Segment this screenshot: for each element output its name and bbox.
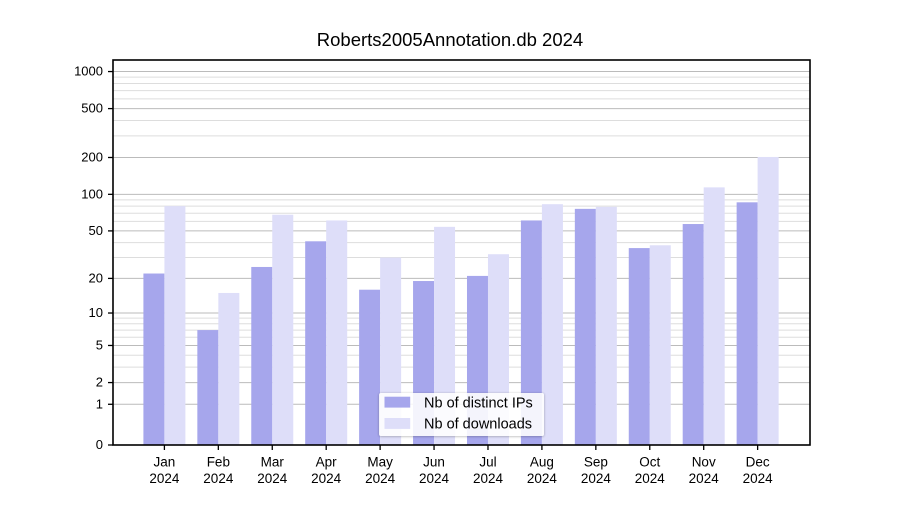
svg-text:Oct: Oct — [639, 455, 660, 470]
svg-text:200: 200 — [81, 149, 103, 164]
svg-text:Mar: Mar — [261, 455, 285, 470]
svg-text:Jul: Jul — [479, 455, 496, 470]
svg-text:2024: 2024 — [149, 471, 180, 486]
svg-text:2024: 2024 — [365, 471, 396, 486]
svg-text:Nov: Nov — [692, 455, 716, 470]
svg-text:500: 500 — [81, 101, 103, 116]
svg-text:0: 0 — [96, 437, 103, 452]
svg-text:100: 100 — [81, 186, 103, 201]
svg-text:Aug: Aug — [530, 455, 554, 470]
svg-text:Dec: Dec — [746, 455, 770, 470]
svg-text:10: 10 — [89, 305, 103, 320]
svg-text:Jun: Jun — [423, 455, 445, 470]
svg-text:May: May — [367, 455, 393, 470]
svg-text:Feb: Feb — [207, 455, 230, 470]
svg-text:2024: 2024 — [473, 471, 504, 486]
svg-text:2024: 2024 — [527, 471, 558, 486]
svg-text:2024: 2024 — [581, 471, 612, 486]
svg-text:2024: 2024 — [635, 471, 666, 486]
svg-text:Nb of distinct IPs: Nb of distinct IPs — [424, 396, 533, 412]
svg-text:50: 50 — [89, 223, 103, 238]
svg-text:Apr: Apr — [316, 455, 338, 470]
svg-text:Sep: Sep — [584, 455, 608, 470]
svg-text:Jan: Jan — [154, 455, 176, 470]
svg-text:2024: 2024 — [203, 471, 234, 486]
svg-text:2024: 2024 — [257, 471, 288, 486]
svg-text:2024: 2024 — [419, 471, 450, 486]
svg-text:5: 5 — [96, 337, 103, 352]
svg-text:2024: 2024 — [689, 471, 720, 486]
svg-text:1: 1 — [96, 396, 103, 411]
svg-text:Roberts2005Annotation.db 2024: Roberts2005Annotation.db 2024 — [317, 29, 583, 50]
svg-text:Nb of downloads: Nb of downloads — [424, 417, 532, 433]
svg-text:2024: 2024 — [311, 471, 342, 486]
svg-text:1000: 1000 — [74, 64, 103, 79]
svg-text:20: 20 — [89, 270, 103, 285]
svg-text:2: 2 — [96, 375, 103, 390]
svg-text:2024: 2024 — [743, 471, 774, 486]
